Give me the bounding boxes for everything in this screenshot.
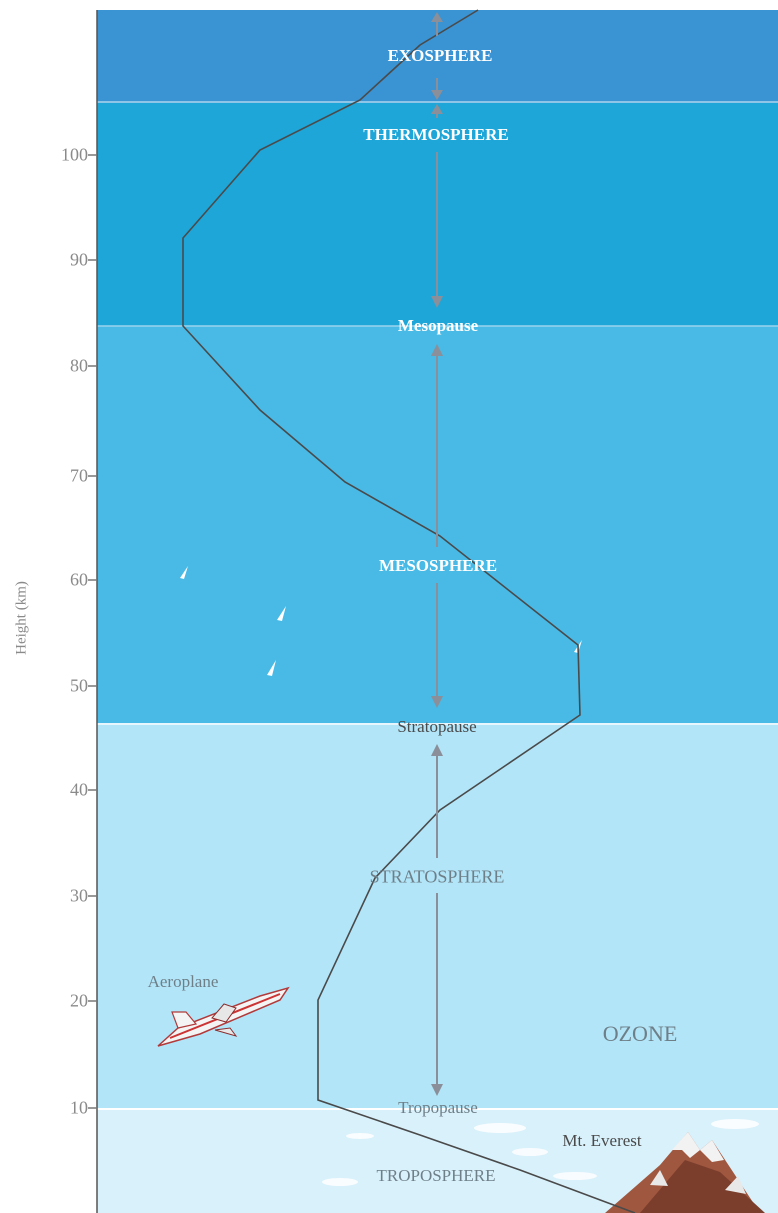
tick-label: 40	[70, 779, 88, 800]
tick-label: 10	[70, 1097, 88, 1118]
y-axis-label: Height (km)	[13, 581, 30, 655]
clouds	[322, 1119, 759, 1186]
exosphere-label: EXOSPHERE	[387, 46, 493, 65]
mt-everest-label: Mt. Everest	[562, 1131, 642, 1150]
mt-everest-illustration	[605, 1132, 765, 1213]
aeroplane-label: Aeroplane	[147, 972, 219, 991]
temperature-curve	[182, 9, 636, 1213]
tick-label: 80	[70, 355, 88, 376]
tick-label: 30	[70, 885, 88, 906]
aeroplane-illustration	[157, 986, 290, 1047]
thermosphere-label: THERMOSPHERE	[363, 125, 509, 144]
stratopause-label: Stratopause	[397, 717, 477, 736]
tick-label: 90	[70, 249, 88, 270]
arrow-heads	[431, 12, 443, 1096]
tick-marks	[88, 154, 97, 1109]
tick-label: 100	[61, 144, 88, 165]
stratosphere-label: STRATOSPHERE	[369, 866, 505, 887]
tropopause-label: Tropopause	[398, 1098, 478, 1117]
ozone-label: OZONE	[602, 1021, 678, 1046]
tick-label: 50	[70, 675, 88, 696]
tick-label: 70	[70, 465, 88, 486]
tick-label: 60	[70, 569, 88, 590]
troposphere-label: TROPOSPHERE	[376, 1166, 496, 1185]
mesosphere-label: MESOSPHERE	[378, 556, 498, 575]
mesopause-label: Mesopause	[397, 316, 479, 335]
tick-label: 20	[70, 990, 88, 1011]
